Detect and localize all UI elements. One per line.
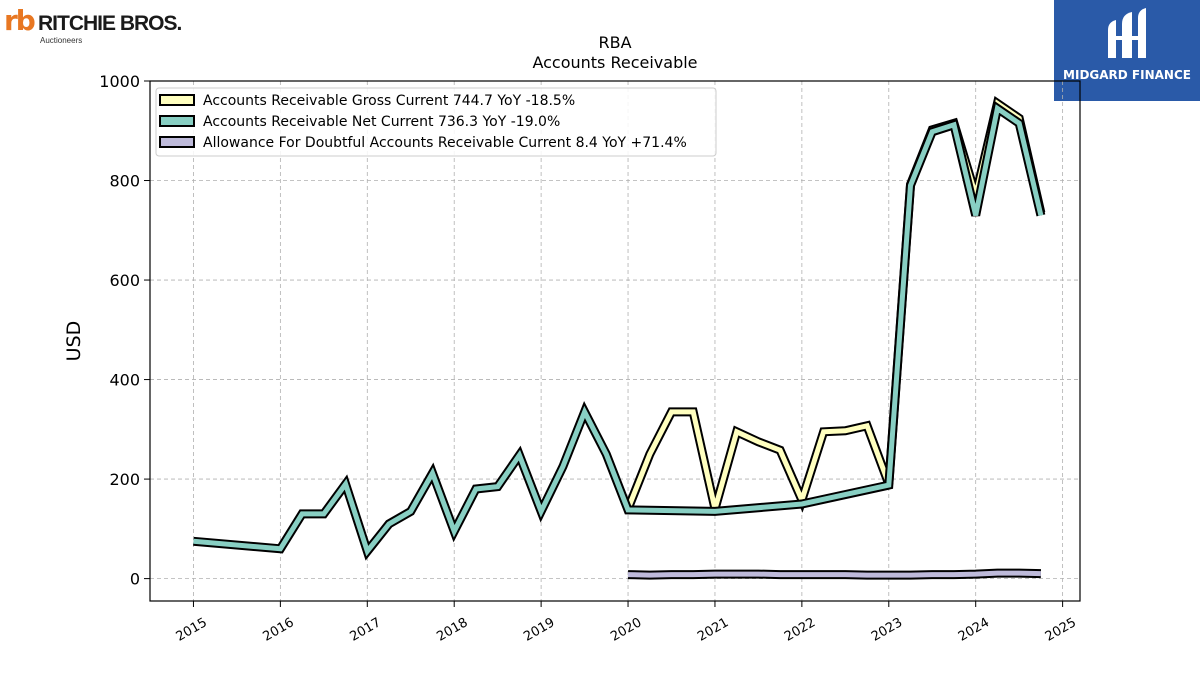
x-tick-label: 2018 [434,615,470,645]
x-tick-label: 2022 [782,615,818,645]
x-axis: 2015 2016 2017 2018 2019 2020 2021 2022 2023 2024… [174,601,1079,645]
series-layer [193,95,1046,580]
x-tick-label: 2024 [956,615,992,645]
y-axis-label: USD [63,321,85,362]
plot-frame [149,80,1081,602]
y-tick-label: 200 [109,470,140,489]
x-tick-label: 2016 [261,615,297,645]
chart-title: RBA [598,33,631,52]
legend-entry: Accounts Receivable Gross Current 744.7 … [203,93,575,109]
legend-swatch [159,115,195,127]
y-tick-label: 600 [109,271,140,290]
y-tick-label: 800 [109,172,140,191]
legend-swatch [159,94,195,106]
ritchie-bros-logo: rb RITCHIE BROS. Auctioneers [4,4,182,48]
legend-box [155,87,717,157]
x-tick-label: 2023 [869,615,905,645]
y-tick-label: 0 [130,570,140,589]
y-tick-label: 400 [109,371,140,390]
y-tick-label: 1000 [99,72,140,91]
series-1-outline [623,95,1046,513]
ritchie-bros-logo-name: RITCHIE BROS. [38,12,182,35]
x-tick-label: 2019 [521,615,557,645]
x-tick-label: 2020 [608,615,644,645]
x-tick-label: 2015 [174,615,210,645]
midgard-finance-logo-name: MIDGARD FINANCE [1063,68,1191,82]
series-2-line [193,104,1044,557]
legend-entry: Allowance For Doubtful Accounts Receivab… [203,135,687,151]
x-tick-label: 2025 [1043,615,1079,645]
y-axis: 0 200 400 600 800 1000 [99,72,150,589]
rb-logo-mark: rb [4,4,36,37]
x-tick-label: 2017 [347,615,383,645]
chart-subtitle: Accounts Receivable [532,53,697,72]
midgard-finance-logo: MIDGARD FINANCE [1054,0,1200,101]
grid [150,80,1080,601]
legend-entry: Accounts Receivable Net Current 736.3 Yo… [203,114,560,130]
midgard-emblem-icon [1108,8,1146,58]
ritchie-bros-logo-sub: Auctioneers [40,36,83,45]
x-tick-label: 2021 [695,615,731,645]
series-3-line [627,570,1041,578]
legend-swatch [159,136,195,148]
legend: Accounts Receivable Gross Current 744.7 … [155,87,717,157]
